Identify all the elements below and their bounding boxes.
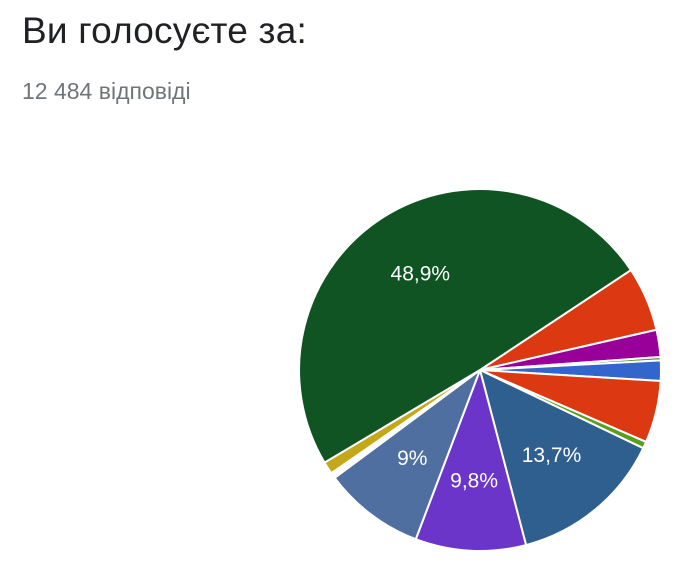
slice-label: 9% xyxy=(397,447,427,470)
slice-label: 48,9% xyxy=(391,263,451,286)
slice-label: 9,8% xyxy=(450,470,498,493)
pie-slice[interactable] xyxy=(333,369,481,541)
slice-label: 13,7% xyxy=(522,444,582,467)
response-count: 12 484 відповіді xyxy=(22,78,191,104)
pie-slice[interactable] xyxy=(479,369,645,547)
pie-slice[interactable] xyxy=(298,188,632,464)
pie-labels: 13,7% 9,8% 9% 48,9% xyxy=(391,263,582,493)
chart-title: Ви голосуєте за: xyxy=(22,10,307,51)
pie-slices xyxy=(298,188,662,552)
pie-slice[interactable] xyxy=(414,369,528,552)
